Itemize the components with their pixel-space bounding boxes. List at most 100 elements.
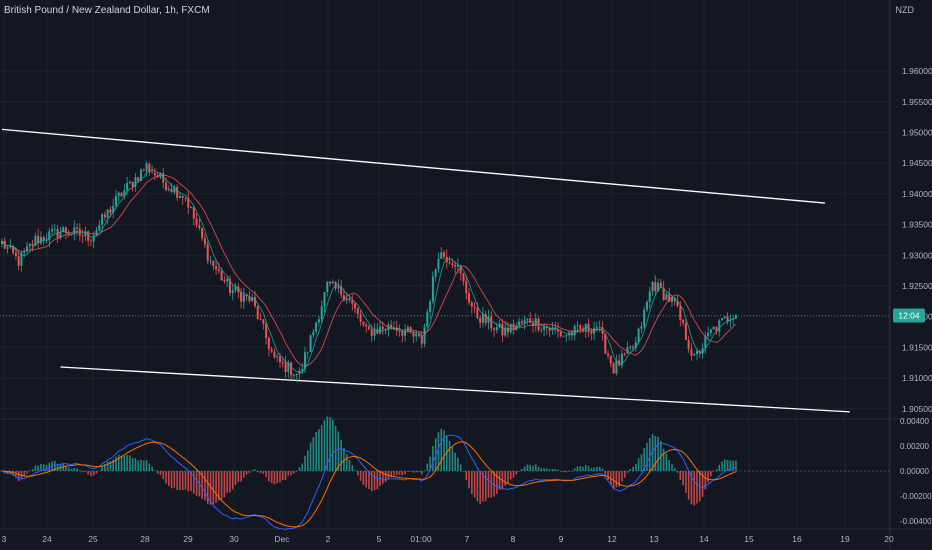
oscillator-panel bbox=[0, 416, 890, 531]
histogram-bar bbox=[154, 470, 156, 472]
histogram-bar bbox=[673, 468, 676, 472]
histogram-bar bbox=[195, 471, 198, 496]
histogram-bar bbox=[323, 420, 326, 472]
candle-body bbox=[682, 319, 685, 323]
price-tick-label: 1.95500 bbox=[902, 97, 932, 107]
chart-title: British Pound / New Zealand Dollar, 1h, … bbox=[4, 5, 210, 16]
histogram-bar bbox=[365, 471, 367, 488]
candle-body bbox=[365, 324, 368, 327]
histogram-bar bbox=[496, 471, 498, 494]
histogram-bar bbox=[643, 448, 645, 472]
histogram-bar bbox=[209, 471, 212, 505]
histogram-bar bbox=[532, 465, 534, 472]
histogram-bar bbox=[573, 468, 576, 472]
candle-body bbox=[284, 362, 287, 373]
candle-body bbox=[506, 327, 509, 333]
candle-body bbox=[609, 355, 612, 364]
histogram-bar bbox=[229, 471, 231, 493]
histogram-bar bbox=[471, 471, 473, 495]
candle-body bbox=[326, 281, 329, 293]
candle-body bbox=[484, 313, 487, 323]
candle-body bbox=[181, 195, 184, 198]
candle-body bbox=[337, 286, 340, 289]
candle-body bbox=[648, 291, 651, 303]
price-tick-label: 1.96000 bbox=[902, 66, 932, 76]
histogram-bar bbox=[223, 471, 226, 498]
candle-body bbox=[645, 302, 648, 310]
histogram-bar bbox=[315, 431, 317, 472]
histogram-bar bbox=[92, 471, 95, 476]
candle-body bbox=[84, 231, 87, 236]
histogram-bar bbox=[156, 471, 159, 474]
histogram-bar bbox=[484, 471, 487, 502]
candle-body bbox=[167, 188, 170, 190]
histogram-bar bbox=[215, 471, 217, 504]
histogram-bar bbox=[248, 471, 251, 473]
candle-body bbox=[493, 328, 496, 330]
candle-body bbox=[231, 290, 234, 294]
candle-body bbox=[726, 316, 729, 322]
candle-body bbox=[459, 265, 462, 274]
candle-body bbox=[640, 326, 643, 329]
histogram-bar bbox=[437, 432, 440, 472]
histogram-bar bbox=[665, 453, 668, 472]
candle-body bbox=[248, 296, 251, 302]
candle-body bbox=[1, 240, 3, 244]
histogram-bar bbox=[676, 471, 679, 473]
candle-body bbox=[654, 282, 657, 292]
signal-line bbox=[1, 441, 737, 528]
histogram-bar bbox=[651, 434, 654, 472]
histogram-bar bbox=[56, 463, 59, 472]
histogram-bar bbox=[393, 471, 395, 476]
candle-body bbox=[217, 269, 220, 272]
candle-body bbox=[176, 187, 179, 198]
candle-body bbox=[131, 181, 134, 187]
candle-body bbox=[376, 329, 379, 334]
histogram-bar bbox=[362, 471, 365, 485]
histogram-bar bbox=[376, 471, 379, 490]
time-tick-label: 01:00 bbox=[410, 534, 432, 544]
candle-body bbox=[329, 281, 332, 284]
candle-body bbox=[6, 247, 9, 249]
oscillator-tick-label: 0.00000 bbox=[900, 467, 929, 476]
histogram-bar bbox=[268, 471, 270, 482]
histogram-bar bbox=[443, 430, 445, 472]
candle-body bbox=[256, 306, 259, 319]
candle-body bbox=[623, 353, 626, 355]
histogram-bar bbox=[54, 460, 56, 472]
candle-body bbox=[112, 205, 115, 213]
histogram-bar bbox=[340, 439, 342, 472]
histogram-bar bbox=[301, 463, 304, 472]
histogram-bar bbox=[226, 471, 228, 493]
time-tick-label: 13 bbox=[649, 534, 659, 544]
candle-body bbox=[215, 266, 218, 270]
candle-body bbox=[12, 245, 15, 253]
candle-body bbox=[190, 207, 193, 208]
histogram-bar bbox=[276, 471, 279, 484]
candle-body bbox=[320, 306, 323, 320]
candle-body bbox=[665, 294, 668, 301]
candle-body bbox=[504, 327, 507, 336]
candle-body bbox=[687, 340, 690, 349]
histogram-bar bbox=[724, 459, 726, 472]
candle-body bbox=[701, 348, 704, 354]
histogram-bar bbox=[585, 465, 587, 472]
candle-body bbox=[615, 360, 618, 374]
candle-body bbox=[662, 287, 665, 301]
histogram-bar bbox=[184, 471, 187, 490]
histogram-bar bbox=[457, 457, 459, 472]
histogram-bar bbox=[395, 471, 398, 476]
candle-body bbox=[390, 324, 393, 329]
candle-body bbox=[304, 352, 307, 369]
histogram-bar bbox=[123, 455, 126, 472]
histogram-bar bbox=[126, 455, 128, 472]
histogram-bar bbox=[357, 471, 359, 476]
histogram-bar bbox=[534, 464, 537, 472]
histogram-bar bbox=[398, 471, 401, 475]
histogram-bar bbox=[368, 471, 370, 490]
candle-body bbox=[270, 349, 273, 352]
trendlines[interactable] bbox=[1, 128, 850, 413]
candle-body bbox=[404, 331, 407, 336]
histogram-bar bbox=[637, 458, 640, 472]
